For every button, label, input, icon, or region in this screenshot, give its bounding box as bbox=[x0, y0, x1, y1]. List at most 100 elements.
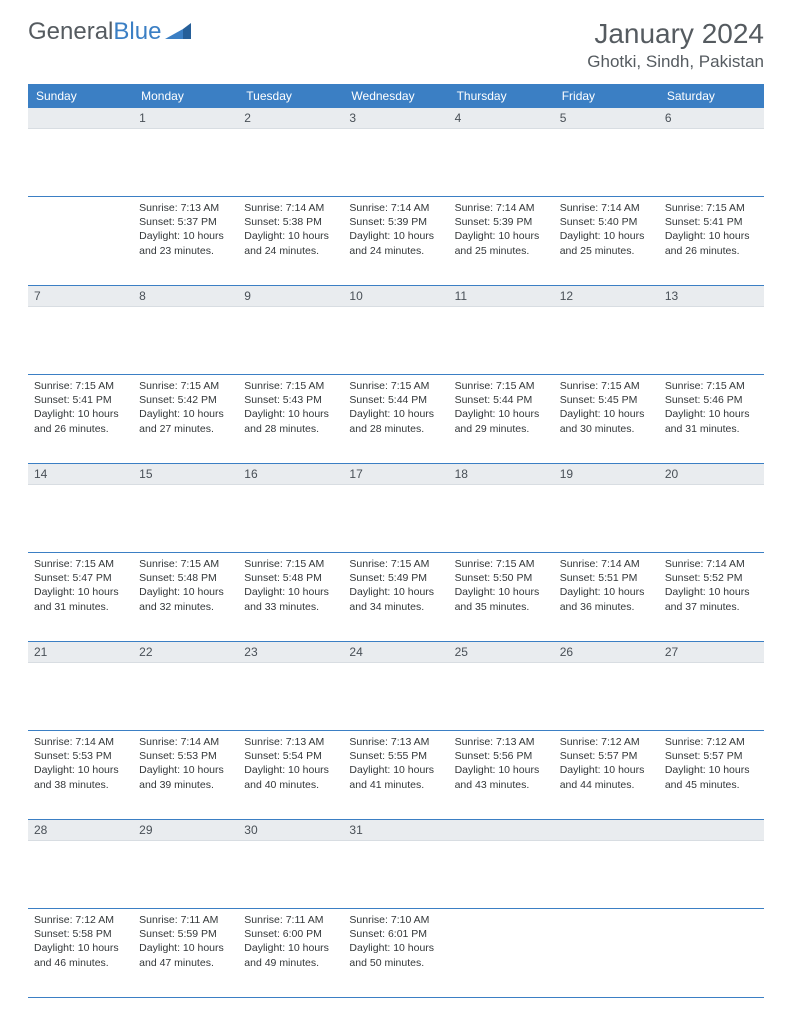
day-number-cell: 4 bbox=[449, 108, 554, 197]
sunset: Sunset: 5:58 PM bbox=[34, 927, 127, 941]
sunset: Sunset: 5:53 PM bbox=[139, 749, 232, 763]
sunset: Sunset: 5:48 PM bbox=[244, 571, 337, 585]
sunset: Sunset: 5:48 PM bbox=[139, 571, 232, 585]
daynum-row: 78910111213 bbox=[28, 286, 764, 375]
sunrise: Sunrise: 7:14 AM bbox=[455, 201, 548, 215]
day-number: 10 bbox=[343, 286, 448, 307]
day-number-cell: 3 bbox=[343, 108, 448, 197]
daylight: Daylight: 10 hours bbox=[560, 585, 653, 599]
sunset: Sunset: 5:39 PM bbox=[349, 215, 442, 229]
day-info: Sunrise: 7:14 AMSunset: 5:53 PMDaylight:… bbox=[133, 731, 238, 798]
daylight: and 50 minutes. bbox=[349, 956, 442, 970]
day-number-cell: 14 bbox=[28, 464, 133, 553]
week-row: Sunrise: 7:15 AMSunset: 5:41 PMDaylight:… bbox=[28, 375, 764, 464]
daylight: Daylight: 10 hours bbox=[34, 941, 127, 955]
day-info: Sunrise: 7:15 AMSunset: 5:41 PMDaylight:… bbox=[28, 375, 133, 442]
sunset: Sunset: 5:44 PM bbox=[349, 393, 442, 407]
week-row: Sunrise: 7:13 AMSunset: 5:37 PMDaylight:… bbox=[28, 197, 764, 286]
day-number: 21 bbox=[28, 642, 133, 663]
weekday-header: Friday bbox=[554, 84, 659, 108]
day-info: Sunrise: 7:14 AMSunset: 5:53 PMDaylight:… bbox=[28, 731, 133, 798]
day-cell bbox=[28, 197, 133, 286]
day-cell: Sunrise: 7:14 AMSunset: 5:53 PMDaylight:… bbox=[28, 731, 133, 820]
sunrise: Sunrise: 7:14 AM bbox=[560, 557, 653, 571]
sunset: Sunset: 5:55 PM bbox=[349, 749, 442, 763]
sunset: Sunset: 5:57 PM bbox=[665, 749, 758, 763]
sunrise: Sunrise: 7:14 AM bbox=[349, 201, 442, 215]
day-info: Sunrise: 7:14 AMSunset: 5:52 PMDaylight:… bbox=[659, 553, 764, 620]
sunset: Sunset: 5:44 PM bbox=[455, 393, 548, 407]
daynum-row: 14151617181920 bbox=[28, 464, 764, 553]
daylight: Daylight: 10 hours bbox=[560, 763, 653, 777]
day-cell: Sunrise: 7:15 AMSunset: 5:42 PMDaylight:… bbox=[133, 375, 238, 464]
sunset: Sunset: 5:42 PM bbox=[139, 393, 232, 407]
day-number: 25 bbox=[449, 642, 554, 663]
day-number: 31 bbox=[343, 820, 448, 841]
sunset: Sunset: 5:39 PM bbox=[455, 215, 548, 229]
daylight: and 24 minutes. bbox=[349, 244, 442, 258]
day-info: Sunrise: 7:15 AMSunset: 5:44 PMDaylight:… bbox=[343, 375, 448, 442]
day-number-cell: 10 bbox=[343, 286, 448, 375]
day-info: Sunrise: 7:15 AMSunset: 5:46 PMDaylight:… bbox=[659, 375, 764, 442]
sunrise: Sunrise: 7:15 AM bbox=[139, 557, 232, 571]
daylight: Daylight: 10 hours bbox=[560, 229, 653, 243]
day-info: Sunrise: 7:11 AMSunset: 6:00 PMDaylight:… bbox=[238, 909, 343, 976]
day-number-cell: 13 bbox=[659, 286, 764, 375]
day-cell: Sunrise: 7:15 AMSunset: 5:50 PMDaylight:… bbox=[449, 553, 554, 642]
sunset: Sunset: 5:59 PM bbox=[139, 927, 232, 941]
weekday-header: Sunday bbox=[28, 84, 133, 108]
sunrise: Sunrise: 7:15 AM bbox=[560, 379, 653, 393]
day-number-cell: 8 bbox=[133, 286, 238, 375]
day-cell: Sunrise: 7:15 AMSunset: 5:45 PMDaylight:… bbox=[554, 375, 659, 464]
day-cell: Sunrise: 7:14 AMSunset: 5:38 PMDaylight:… bbox=[238, 197, 343, 286]
empty-day-number bbox=[554, 820, 659, 841]
day-number-cell: 17 bbox=[343, 464, 448, 553]
sunrise: Sunrise: 7:13 AM bbox=[244, 735, 337, 749]
day-number-cell: 16 bbox=[238, 464, 343, 553]
daylight: and 41 minutes. bbox=[349, 778, 442, 792]
day-cell: Sunrise: 7:11 AMSunset: 6:00 PMDaylight:… bbox=[238, 909, 343, 998]
daylight: Daylight: 10 hours bbox=[139, 407, 232, 421]
daylight: and 25 minutes. bbox=[560, 244, 653, 258]
day-cell: Sunrise: 7:15 AMSunset: 5:48 PMDaylight:… bbox=[238, 553, 343, 642]
day-cell: Sunrise: 7:15 AMSunset: 5:47 PMDaylight:… bbox=[28, 553, 133, 642]
sunrise: Sunrise: 7:13 AM bbox=[139, 201, 232, 215]
day-info: Sunrise: 7:15 AMSunset: 5:48 PMDaylight:… bbox=[133, 553, 238, 620]
sunrise: Sunrise: 7:14 AM bbox=[244, 201, 337, 215]
day-cell: Sunrise: 7:15 AMSunset: 5:41 PMDaylight:… bbox=[659, 197, 764, 286]
logo-mark-icon bbox=[165, 18, 191, 46]
day-info: Sunrise: 7:15 AMSunset: 5:44 PMDaylight:… bbox=[449, 375, 554, 442]
day-cell: Sunrise: 7:14 AMSunset: 5:53 PMDaylight:… bbox=[133, 731, 238, 820]
day-number: 22 bbox=[133, 642, 238, 663]
logo-text-2: Blue bbox=[113, 18, 161, 46]
daylight: and 23 minutes. bbox=[139, 244, 232, 258]
sunrise: Sunrise: 7:12 AM bbox=[560, 735, 653, 749]
day-number-cell: 23 bbox=[238, 642, 343, 731]
sunrise: Sunrise: 7:11 AM bbox=[139, 913, 232, 927]
week-row: Sunrise: 7:15 AMSunset: 5:47 PMDaylight:… bbox=[28, 553, 764, 642]
day-number-cell bbox=[554, 820, 659, 909]
day-number: 23 bbox=[238, 642, 343, 663]
day-number-cell bbox=[28, 108, 133, 197]
daylight: Daylight: 10 hours bbox=[139, 229, 232, 243]
day-info: Sunrise: 7:14 AMSunset: 5:51 PMDaylight:… bbox=[554, 553, 659, 620]
daylight: Daylight: 10 hours bbox=[34, 407, 127, 421]
sunrise: Sunrise: 7:15 AM bbox=[139, 379, 232, 393]
day-cell: Sunrise: 7:11 AMSunset: 5:59 PMDaylight:… bbox=[133, 909, 238, 998]
day-cell: Sunrise: 7:14 AMSunset: 5:39 PMDaylight:… bbox=[449, 197, 554, 286]
day-info: Sunrise: 7:14 AMSunset: 5:38 PMDaylight:… bbox=[238, 197, 343, 264]
empty-day-number bbox=[659, 820, 764, 841]
day-number-cell: 28 bbox=[28, 820, 133, 909]
sunset: Sunset: 5:38 PM bbox=[244, 215, 337, 229]
daylight: Daylight: 10 hours bbox=[665, 763, 758, 777]
daylight: Daylight: 10 hours bbox=[349, 941, 442, 955]
day-number: 9 bbox=[238, 286, 343, 307]
weekday-header: Saturday bbox=[659, 84, 764, 108]
day-info: Sunrise: 7:11 AMSunset: 5:59 PMDaylight:… bbox=[133, 909, 238, 976]
daylight: Daylight: 10 hours bbox=[560, 407, 653, 421]
day-cell: Sunrise: 7:15 AMSunset: 5:44 PMDaylight:… bbox=[449, 375, 554, 464]
day-number: 8 bbox=[133, 286, 238, 307]
weekday-header: Monday bbox=[133, 84, 238, 108]
day-number: 27 bbox=[659, 642, 764, 663]
week-row: Sunrise: 7:14 AMSunset: 5:53 PMDaylight:… bbox=[28, 731, 764, 820]
